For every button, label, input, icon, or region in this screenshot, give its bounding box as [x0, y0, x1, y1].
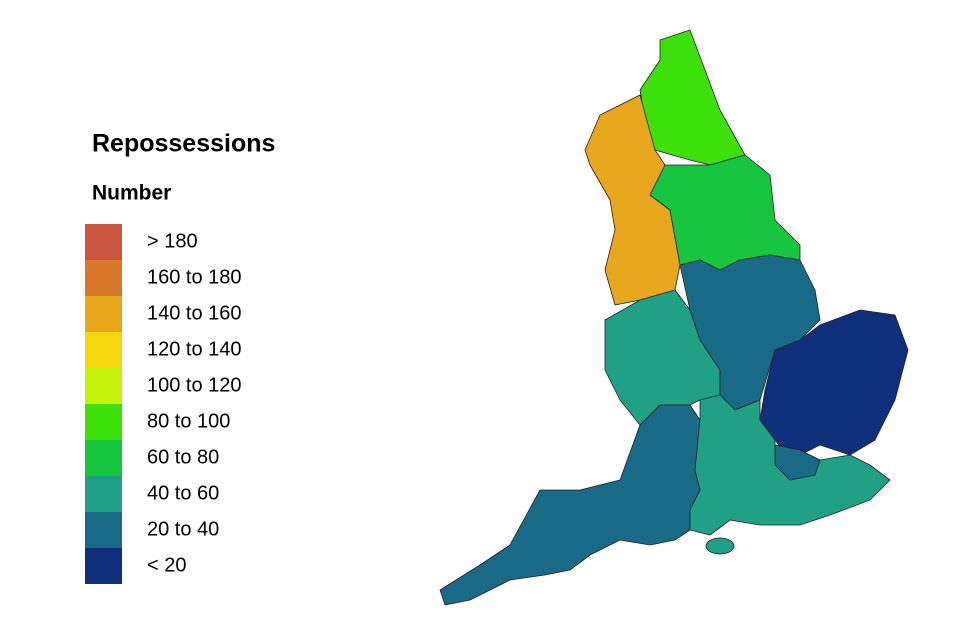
- legend-swatch: [85, 260, 122, 296]
- legend-swatch: [85, 404, 122, 440]
- legend-swatch: [85, 440, 122, 476]
- region-south-east: [689, 394, 891, 536]
- legend-label: < 20: [147, 554, 186, 576]
- legend-label: > 180: [147, 230, 198, 252]
- legend-swatch: [85, 296, 122, 332]
- legend-label: 60 to 80: [147, 446, 219, 468]
- legend-label: 80 to 100: [147, 410, 230, 432]
- legend-swatch: [85, 548, 122, 584]
- legend-label: 140 to 160: [147, 302, 242, 324]
- legend: > 180 160 to 180 140 to 160 120 to 140 100 t…: [85, 224, 242, 584]
- region-east: [759, 309, 909, 461]
- region-south-west: [439, 404, 701, 606]
- legend-swatch: [85, 476, 122, 512]
- region-isle-of-wight: [705, 537, 735, 555]
- region-london: [774, 444, 821, 481]
- legend-subtitle: Number: [92, 182, 171, 205]
- legend-label: 100 to 120: [147, 374, 242, 396]
- region-north-east: [639, 29, 746, 166]
- legend-label: 120 to 140: [147, 338, 242, 360]
- legend-label: 40 to 60: [147, 482, 219, 504]
- legend-swatch: [85, 224, 122, 260]
- legend-swatch: [85, 512, 122, 548]
- legend-swatch: [85, 368, 122, 404]
- legend-title: Repossessions: [92, 130, 275, 158]
- legend-swatch: [85, 332, 122, 368]
- england-map: [439, 29, 909, 606]
- legend-label: 160 to 180: [147, 266, 242, 288]
- legend-label: 20 to 40: [147, 518, 219, 540]
